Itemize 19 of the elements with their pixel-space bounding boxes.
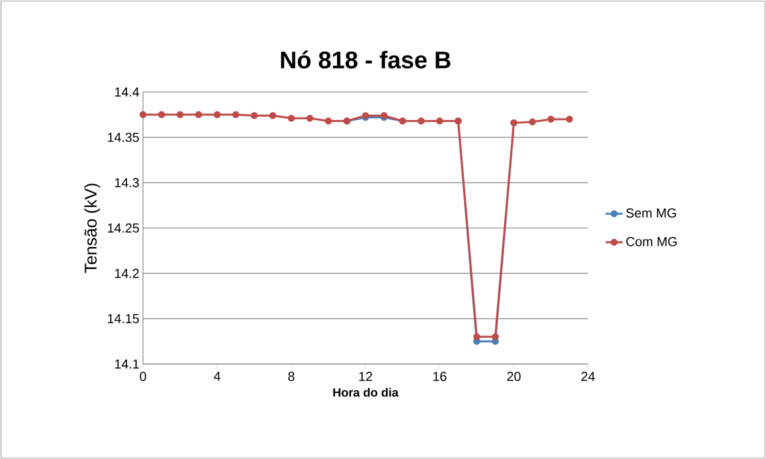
- legend-label: Sem MG: [626, 208, 676, 218]
- x-tick-label: 20: [507, 372, 521, 382]
- y-tick-label: 14.35: [108, 132, 139, 142]
- y-tick-label: 14.4: [115, 88, 140, 96]
- y-tick-label: 14.2: [115, 268, 139, 278]
- x-tick-label: 12: [359, 372, 372, 381]
- legend-label: Com MG: [626, 236, 677, 246]
- x-tick-label: 16: [433, 372, 446, 382]
- x-axis-title: Hora do dia: [333, 388, 399, 397]
- chart-title: Nó 818 - fase B: [281, 50, 450, 68]
- x-tick-label: 24: [581, 372, 595, 381]
- y-tick-label: 14.15: [108, 314, 139, 324]
- x-tick-label: 4: [214, 372, 220, 381]
- y-tick-label: 14.1: [115, 360, 139, 368]
- x-tick-label: 0: [140, 372, 146, 382]
- x-tick-label: 8: [288, 372, 294, 382]
- y-tick-label: 14.3: [115, 178, 139, 188]
- y-tick-label: 14.25: [108, 223, 139, 233]
- y-axis-title: Tensão (kV): [84, 184, 100, 273]
